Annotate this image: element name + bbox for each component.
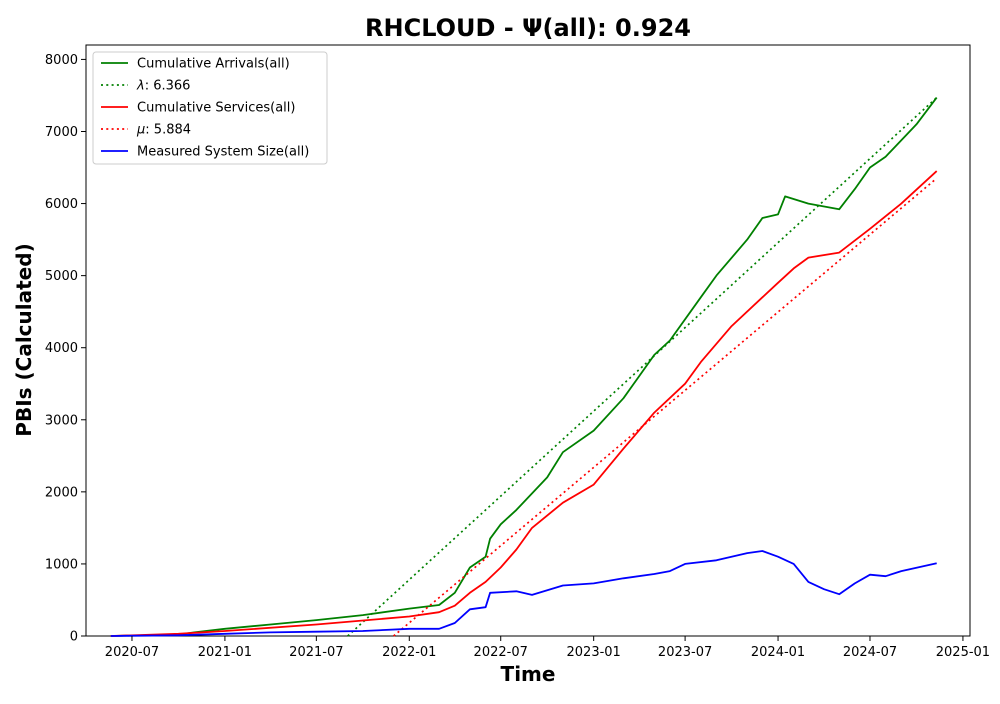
series-layer: [110, 96, 938, 637]
x-tick-label: 2023-01: [567, 645, 621, 660]
legend-items: Cumulative Arrivals(all) λ: 6.366 Cumulati…: [101, 57, 309, 160]
series-line-1: [347, 96, 938, 637]
x-tick-label: 2023-07: [658, 645, 712, 660]
legend: Cumulative Arrivals(all) λ: 6.366 Cumulati…: [92, 51, 328, 165]
x-tick-label: 2022-07: [474, 645, 528, 660]
y-tick-label: 3000: [45, 413, 78, 428]
x-tick-label: 2024-01: [751, 645, 805, 660]
series-line-4: [110, 550, 937, 637]
plot-area: [85, 44, 971, 637]
x-tick-label: 2025-01: [936, 645, 990, 660]
y-tick-label: 1000: [45, 557, 78, 572]
x-axis-title: Time: [501, 662, 556, 686]
legend-label: Cumulative Services(all): [137, 101, 295, 116]
legend-label: Measured System Size(all): [137, 145, 309, 160]
y-tick-label: 8000: [45, 53, 78, 68]
x-tick-label: 2020-07: [105, 645, 159, 660]
x-tick-label: 2024-07: [843, 645, 897, 660]
y-tick-label: 7000: [45, 125, 78, 140]
x-tick-label: 2021-01: [198, 645, 252, 660]
y-tick-label: 6000: [45, 197, 78, 212]
y-axis-title: PBIs (Calculated): [12, 243, 36, 436]
legend-label: μ: 5.884: [136, 123, 191, 138]
x-tick-label: 2021-07: [289, 645, 343, 660]
chart-title: RHCLOUD - Ψ(all): 0.924: [365, 14, 691, 42]
legend-label: λ: 6.366: [136, 79, 190, 94]
y-tick-label: 5000: [45, 269, 78, 284]
y-tick-label: 0: [70, 630, 78, 645]
x-axis-ticks: 2020-07 2021-01 2021-07 2022-01 2022-07 2023-…: [105, 636, 990, 660]
series-line-0: [110, 97, 938, 637]
legend-label: Cumulative Arrivals(all): [137, 57, 290, 72]
series-line-3: [393, 177, 938, 637]
y-tick-label: 2000: [45, 485, 78, 500]
y-axis-ticks: 0 1000 2000 3000 4000 5000 6000 7000 8000: [45, 53, 86, 645]
y-tick-label: 4000: [45, 341, 78, 356]
x-tick-label: 2022-01: [382, 645, 436, 660]
legend-frame: [92, 51, 328, 165]
